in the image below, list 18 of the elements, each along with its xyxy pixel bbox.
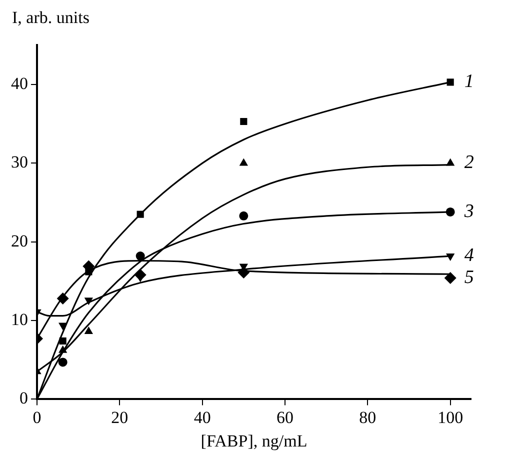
x-tick-label: 0 bbox=[32, 408, 42, 427]
x-tick-label: 80 bbox=[359, 408, 376, 427]
series-label: 5 bbox=[464, 267, 474, 288]
x-axis-title: [FABP], ng/mL bbox=[200, 431, 308, 450]
series-label: 1 bbox=[464, 71, 474, 92]
x-tick-label: 20 bbox=[111, 408, 128, 427]
series-label: 4 bbox=[464, 245, 474, 266]
y-tick-label: 0 bbox=[20, 388, 28, 408]
x-tick-label: 40 bbox=[194, 408, 211, 427]
series-label: 2 bbox=[464, 152, 474, 174]
y-axis-title: I, arb. units bbox=[11, 8, 90, 29]
y-tick-label: 30 bbox=[11, 152, 28, 172]
series-label: 3 bbox=[463, 200, 474, 222]
x-tick-label: 100 bbox=[438, 408, 464, 427]
x-tick-label: 60 bbox=[276, 408, 294, 427]
y-tick-label: 10 bbox=[11, 310, 28, 329]
y-tick-label: 40 bbox=[11, 74, 28, 93]
y-tick-label: 20 bbox=[11, 231, 28, 250]
